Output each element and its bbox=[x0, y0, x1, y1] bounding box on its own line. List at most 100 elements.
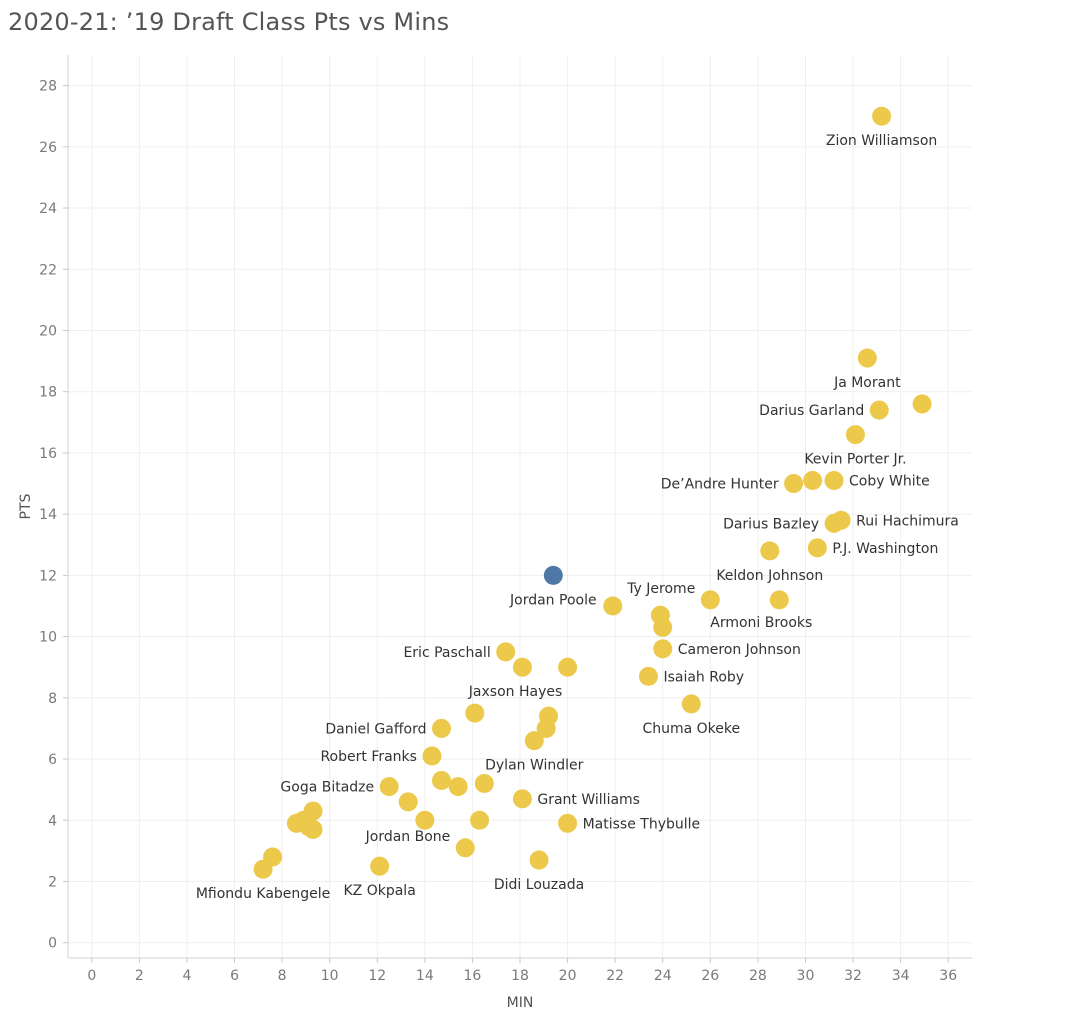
scatter-point[interactable] bbox=[543, 565, 563, 585]
y-tick-label: 0 bbox=[48, 936, 57, 952]
scatter-point[interactable] bbox=[784, 474, 804, 494]
x-tick-label: 28 bbox=[749, 968, 767, 984]
point-labels: Zion Williamson Ja Morant Darius Garland Ke… bbox=[196, 133, 959, 902]
scatter-point[interactable] bbox=[603, 596, 623, 616]
scatter-point[interactable] bbox=[465, 703, 485, 723]
scatter-point[interactable] bbox=[431, 718, 451, 738]
y-tick-label: 16 bbox=[39, 446, 57, 462]
y-tick-label: 4 bbox=[48, 813, 57, 829]
y-tick-label: 2 bbox=[48, 874, 57, 890]
scatter-point[interactable] bbox=[681, 694, 701, 714]
x-tick-label: 26 bbox=[701, 968, 719, 984]
x-tick-label: 6 bbox=[230, 968, 239, 984]
point-label: De’Andre Hunter bbox=[661, 477, 779, 493]
x-tick-label: 12 bbox=[368, 968, 386, 984]
y-tick-label: 20 bbox=[39, 323, 57, 339]
scatter-point[interactable] bbox=[558, 657, 578, 677]
chart-title: 2020-21: ’19 Draft Class Pts vs Mins bbox=[8, 8, 450, 36]
scatter-point[interactable] bbox=[807, 538, 827, 558]
scatter-point[interactable] bbox=[803, 470, 823, 490]
y-tick-label: 6 bbox=[48, 752, 57, 768]
x-tick-label: 18 bbox=[511, 968, 529, 984]
scatter-point[interactable] bbox=[700, 590, 720, 610]
scatter-point[interactable] bbox=[512, 789, 532, 809]
point-label: KZ Okpala bbox=[343, 883, 415, 899]
y-tick-label: 28 bbox=[39, 79, 57, 95]
point-label: Isaiah Roby bbox=[663, 669, 744, 685]
x-tick-label: 8 bbox=[278, 968, 287, 984]
scatter-point[interactable] bbox=[824, 470, 844, 490]
scatter-point[interactable] bbox=[912, 394, 932, 414]
scatter-point[interactable] bbox=[653, 617, 673, 637]
x-tick-label: 24 bbox=[654, 968, 672, 984]
point-label: Grant Williams bbox=[537, 792, 640, 808]
scatter-point[interactable] bbox=[431, 770, 451, 790]
scatter-point[interactable] bbox=[253, 859, 273, 879]
scatter-point[interactable] bbox=[653, 639, 673, 659]
x-tick-label: 30 bbox=[797, 968, 815, 984]
x-tick-label: 34 bbox=[892, 968, 910, 984]
point-label: P.J. Washington bbox=[832, 541, 938, 557]
point-label: Darius Garland bbox=[759, 403, 864, 419]
scatter-point[interactable] bbox=[536, 718, 556, 738]
scatter-point[interactable] bbox=[303, 819, 323, 839]
point-label: Robert Franks bbox=[320, 749, 417, 765]
y-tick-label: 22 bbox=[39, 262, 57, 278]
x-tick-label: 2 bbox=[135, 968, 144, 984]
scatter-point[interactable] bbox=[512, 657, 532, 677]
scatter-point[interactable] bbox=[845, 425, 865, 445]
scatter-point[interactable] bbox=[760, 541, 780, 561]
scatter-point[interactable] bbox=[872, 106, 892, 126]
grid-lines bbox=[68, 55, 972, 958]
x-tick-label: 4 bbox=[182, 968, 191, 984]
y-tick-label: 14 bbox=[39, 507, 57, 523]
scatter-point[interactable] bbox=[638, 666, 658, 686]
scatter-point[interactable] bbox=[869, 400, 889, 420]
scatter-point[interactable] bbox=[470, 810, 490, 830]
scatter-point[interactable] bbox=[455, 838, 475, 858]
y-tick-label: 10 bbox=[39, 630, 57, 646]
point-label: Rui Hachimura bbox=[856, 513, 959, 529]
scatter-point[interactable] bbox=[558, 813, 578, 833]
x-tick-label: 22 bbox=[606, 968, 624, 984]
scatter-point[interactable] bbox=[831, 510, 851, 530]
scatter-point[interactable] bbox=[857, 348, 877, 368]
point-label: Cameron Johnson bbox=[678, 642, 801, 658]
scatter-point[interactable] bbox=[474, 774, 494, 794]
scatter-point[interactable] bbox=[529, 850, 549, 870]
point-label: Daniel Gafford bbox=[325, 721, 426, 737]
point-label: Mfiondu Kabengele bbox=[196, 886, 330, 902]
y-tick-label: 24 bbox=[39, 201, 57, 217]
point-label: Jaxson Hayes bbox=[468, 684, 562, 700]
x-tick-label: 14 bbox=[416, 968, 434, 984]
scatter-point[interactable] bbox=[370, 856, 390, 876]
point-label: Chuma Okeke bbox=[642, 721, 740, 737]
y-tick-label: 8 bbox=[48, 691, 57, 707]
point-label: Keldon Johnson bbox=[716, 568, 823, 584]
point-label: Eric Paschall bbox=[403, 645, 490, 661]
x-axis-label: MIN bbox=[507, 995, 534, 1011]
x-tick-label: 20 bbox=[559, 968, 577, 984]
scatter-point[interactable] bbox=[303, 801, 323, 821]
scatter-point[interactable] bbox=[398, 792, 418, 812]
x-tick-label: 36 bbox=[939, 968, 957, 984]
scatter-point[interactable] bbox=[379, 777, 399, 797]
x-tick-label: 32 bbox=[844, 968, 862, 984]
scatter-point[interactable] bbox=[524, 731, 544, 751]
scatter-point[interactable] bbox=[415, 810, 435, 830]
y-axis-label: PTS bbox=[18, 493, 34, 519]
point-label: Coby White bbox=[849, 473, 930, 489]
scatter-point[interactable] bbox=[448, 777, 468, 797]
x-tick-label: 16 bbox=[464, 968, 482, 984]
y-tick-label: 26 bbox=[39, 140, 57, 156]
point-label: Jordan Bone bbox=[365, 829, 451, 845]
scatter-point[interactable] bbox=[496, 642, 516, 662]
point-label: Didi Louzada bbox=[494, 877, 584, 893]
point-label: Armoni Brooks bbox=[710, 615, 812, 631]
y-tick-label: 18 bbox=[39, 385, 57, 401]
point-label: Matisse Thybulle bbox=[583, 816, 701, 832]
point-label: Ja Morant bbox=[833, 375, 901, 391]
scatter-point[interactable] bbox=[422, 746, 442, 766]
scatter-point[interactable] bbox=[769, 590, 789, 610]
